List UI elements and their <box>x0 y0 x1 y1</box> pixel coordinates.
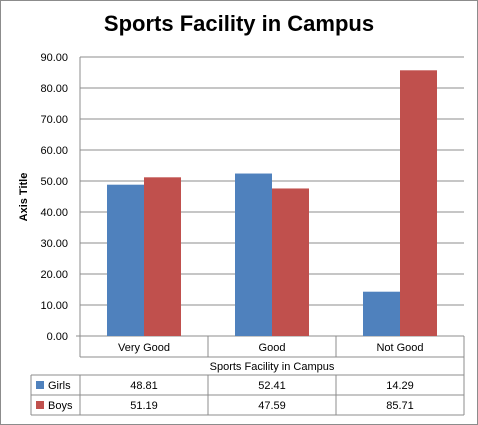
data-label: 14.29 <box>386 380 414 392</box>
x-category-label: Good <box>259 342 286 354</box>
y-tick-label: 40.00 <box>40 207 68 219</box>
y-tick-label: 20.00 <box>40 269 68 281</box>
y-tick-label: 30.00 <box>40 238 68 250</box>
legend-key-boys <box>36 401 44 409</box>
y-tick-label: 70.00 <box>40 114 68 126</box>
legend-label: Boys <box>48 400 73 412</box>
data-label: 52.41 <box>258 380 286 392</box>
x-category-label: Very Good <box>118 342 170 354</box>
y-tick-label: 10.00 <box>40 300 68 312</box>
x-axis-title: Sports Facility in Campus <box>210 361 335 373</box>
y-tick-label: 80.00 <box>40 83 68 95</box>
y-tick-label: 50.00 <box>40 176 68 188</box>
bar-girls <box>235 173 272 336</box>
bar-girls <box>363 291 400 336</box>
y-tick-label: 0.00 <box>47 331 68 343</box>
chart-title: Sports Facility in Campus <box>103 11 375 36</box>
x-category-label: Not Good <box>376 342 423 354</box>
y-tick-label: 90.00 <box>40 52 68 64</box>
legend-key-girls <box>36 381 44 389</box>
bar-boys <box>400 70 437 336</box>
bar-boys <box>272 188 309 336</box>
data-label: 47.59 <box>258 400 286 412</box>
bar-boys <box>144 177 181 336</box>
data-label: 51.19 <box>130 400 158 412</box>
legend-label: Girls <box>48 380 71 392</box>
data-label: 85.71 <box>386 400 414 412</box>
bar-girls <box>107 184 144 336</box>
data-label: 48.81 <box>130 380 158 392</box>
y-tick-label: 60.00 <box>40 145 68 157</box>
